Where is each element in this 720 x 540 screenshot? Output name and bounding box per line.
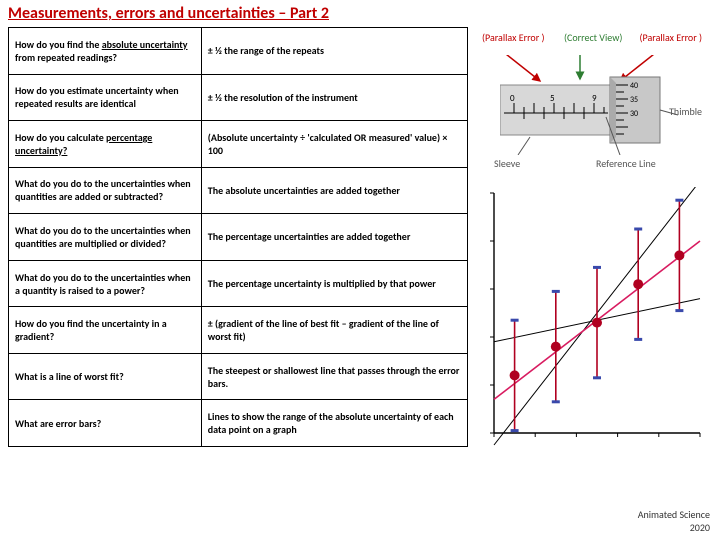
reference-line-label: Reference Line <box>596 157 656 170</box>
question-cell: How do you find the absolute uncertainty… <box>9 28 202 75</box>
question-cell: What are error bars? <box>9 400 202 447</box>
main-container: How do you find the absolute uncertainty… <box>0 27 720 447</box>
question-cell: How do you calculate percentage uncertai… <box>9 121 202 168</box>
question-cell: What do you do to the uncertainties when… <box>9 167 202 214</box>
question-cell: How do you find the uncertainty in a gra… <box>9 307 202 354</box>
svg-text:30: 30 <box>630 109 638 119</box>
table-row: What do you do to the uncertainties when… <box>9 214 468 261</box>
answer-cell: ± ½ the range of the repeats <box>201 28 467 75</box>
answer-cell: ± (gradient of the line of best fit – gr… <box>201 307 467 354</box>
table-row: How do you find the absolute uncertainty… <box>9 28 468 75</box>
right-column: (Parallax Error ) (Correct View) (Parall… <box>468 27 712 447</box>
svg-text:9: 9 <box>592 93 597 104</box>
correct-view-label: (Correct View) <box>564 31 622 44</box>
parallax-error-left-label: (Parallax Error ) <box>482 31 544 44</box>
table-row: What is a line of worst fit?The steepest… <box>9 353 468 400</box>
errorbar-chart <box>476 187 706 447</box>
answer-cell: ± ½ the resolution of the instrument <box>201 74 467 121</box>
question-cell: What is a line of worst fit? <box>9 353 202 400</box>
qa-tbody: How do you find the absolute uncertainty… <box>9 28 468 447</box>
chart-svg <box>476 187 706 447</box>
parallax-error-right-label: (Parallax Error ) <box>640 31 702 44</box>
footer: Animated Science 2020 <box>638 508 710 534</box>
question-cell: What do you do to the uncertainties when… <box>9 260 202 307</box>
qa-table: How do you find the absolute uncertainty… <box>8 27 468 447</box>
micrometer-svg-wrap: 0 5 9 40 35 30 <box>500 55 690 155</box>
svg-text:0: 0 <box>510 93 515 104</box>
svg-text:5: 5 <box>550 93 555 104</box>
answer-cell: Lines to show the range of the absolute … <box>201 400 467 447</box>
sleeve-label: Sleeve <box>494 157 520 170</box>
table-row: How do you find the uncertainty in a gra… <box>9 307 468 354</box>
micrometer-icon: 0 5 9 40 35 30 <box>500 55 690 155</box>
answer-cell: The steepest or shallowest line that pas… <box>201 353 467 400</box>
micrometer-diagram: (Parallax Error ) (Correct View) (Parall… <box>476 27 706 177</box>
answer-cell: The absolute uncertainties are added tog… <box>201 167 467 214</box>
answer-cell: The percentage uncertainties are added t… <box>201 214 467 261</box>
table-row: How do you calculate percentage uncertai… <box>9 121 468 168</box>
table-row: What are error bars?Lines to show the ra… <box>9 400 468 447</box>
table-row: What do you do to the uncertainties when… <box>9 260 468 307</box>
question-cell: How do you estimate uncertainty when rep… <box>9 74 202 121</box>
answer-cell: (Absolute uncertainty ÷ 'calculated OR m… <box>201 121 467 168</box>
svg-text:40: 40 <box>630 81 638 91</box>
table-row: How do you estimate uncertainty when rep… <box>9 74 468 121</box>
table-row: What do you do to the uncertainties when… <box>9 167 468 214</box>
svg-text:35: 35 <box>630 95 638 105</box>
footer-l1: Animated Science <box>638 508 710 521</box>
answer-cell: The percentage uncertainty is multiplied… <box>201 260 467 307</box>
question-cell: What do you do to the uncertainties when… <box>9 214 202 261</box>
footer-l2: 2020 <box>690 521 710 534</box>
page-title: Measurements, errors and uncertainties –… <box>0 0 720 27</box>
